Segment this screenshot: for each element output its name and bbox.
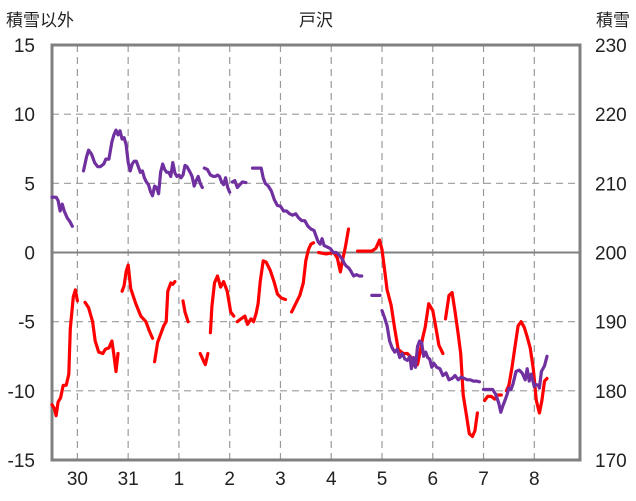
series-1-line-segment [202, 166, 232, 194]
x-tick-label: 6 [427, 469, 438, 490]
x-tick-label: 30 [67, 469, 88, 490]
right-tick-label: 200 [595, 244, 627, 265]
series-0-line-segment [50, 288, 80, 418]
left-tick-label: -5 [18, 313, 35, 334]
series-1-line-segment [250, 166, 364, 278]
left-tick-label: 15 [14, 36, 35, 57]
x-tick-label: 2 [224, 469, 235, 490]
left-tick-label: -10 [8, 382, 35, 403]
series-0-line-segment [290, 241, 316, 314]
right-tick-label: 210 [595, 174, 627, 195]
x-tick-label: 5 [377, 469, 388, 490]
series-0-line-segment [356, 238, 445, 368]
series-0-line-segment [235, 259, 288, 326]
right-axis-label: 積雪 [596, 11, 630, 31]
series-1-line-segment [380, 309, 482, 384]
series-0-line-segment [181, 299, 190, 324]
x-tick-label: 8 [529, 469, 540, 490]
series-0-line-segment [83, 300, 120, 374]
right-tick-label: 190 [595, 313, 627, 334]
left-tick-label: 5 [24, 174, 35, 195]
series-0-line-segment [153, 280, 177, 364]
series-1-line-segment [481, 354, 549, 414]
left-axis-label: 積雪以外 [6, 11, 74, 31]
series-0-line-segment [443, 291, 479, 439]
x-tick-label: 3 [275, 469, 286, 490]
series-0-line-segment [198, 351, 210, 367]
series-1-line-segment [81, 128, 204, 198]
right-tick-label: 180 [595, 382, 627, 403]
x-tick-label: 1 [174, 469, 185, 490]
right-tick-label: 170 [595, 451, 627, 472]
series-0-line-segment [504, 320, 549, 415]
series-0-line-segment [316, 227, 351, 274]
right-tick-label: 220 [595, 105, 627, 126]
x-tick-label: 7 [478, 469, 489, 490]
x-tick-label: 31 [118, 469, 139, 490]
left-axis-ticks: 15 10 5 0 -5 -10 -15 [8, 36, 35, 472]
left-tick-label: -15 [8, 451, 35, 472]
right-axis-ticks: 230 220 210 200 190 180 170 [595, 36, 627, 472]
series-layer [50, 128, 549, 439]
series-0-line-segment [483, 393, 503, 403]
left-tick-label: 0 [24, 244, 35, 265]
series-0-line-segment [208, 274, 236, 335]
chart-title: 戸沢 [299, 11, 333, 31]
series-1-line-segment [50, 195, 74, 228]
x-axis-ticks: 30 31 1 2 3 4 5 6 7 8 [67, 469, 540, 490]
right-tick-label: 230 [595, 36, 627, 57]
series-0-line-segment [120, 263, 155, 340]
series-1-line-segment [230, 179, 248, 190]
x-tick-label: 4 [326, 469, 337, 490]
left-tick-label: 10 [14, 105, 35, 126]
